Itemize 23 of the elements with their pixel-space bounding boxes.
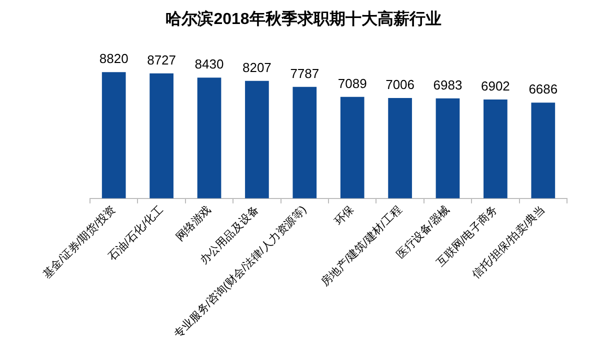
bar (245, 80, 269, 198)
bar (388, 98, 412, 198)
data-label: 6686 (528, 82, 558, 97)
bar (531, 102, 556, 198)
bar (484, 100, 508, 198)
bar (150, 73, 174, 198)
x-tick-label: 网络游戏 (173, 203, 214, 244)
chart-title: 哈尔滨2018年秋季求职期十大高薪行业 (166, 9, 442, 28)
x-tick-label: 环保 (332, 204, 357, 228)
data-label: 8727 (147, 52, 176, 68)
data-label: 7787 (290, 66, 320, 81)
data-label: 8430 (194, 56, 224, 72)
bar (436, 98, 460, 198)
bar (292, 86, 317, 198)
bar (102, 72, 126, 198)
data-label: 6902 (480, 78, 510, 94)
data-label: 8820 (99, 51, 128, 66)
data-label: 8207 (242, 60, 272, 75)
bar (340, 96, 364, 198)
bar (197, 78, 222, 198)
data-label: 7089 (338, 76, 367, 91)
data-label: 7006 (386, 77, 415, 92)
data-label: 6983 (433, 77, 462, 92)
